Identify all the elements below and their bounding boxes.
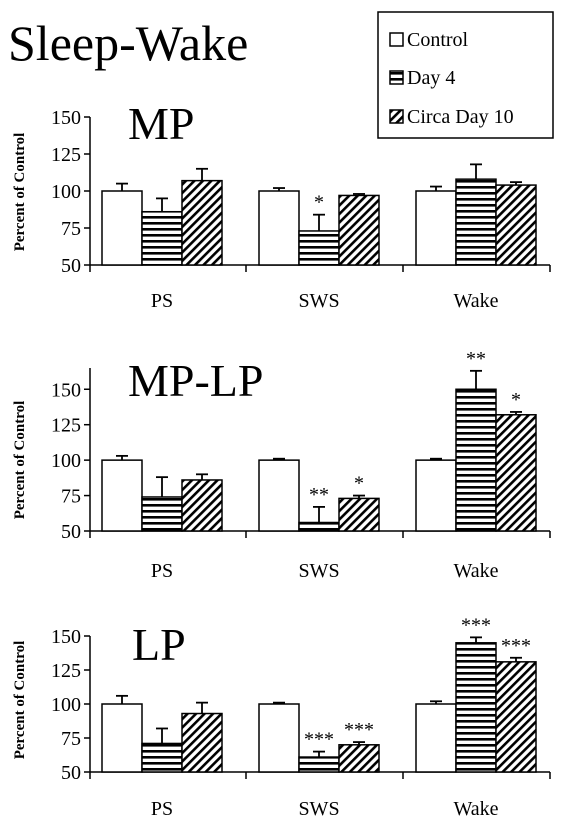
significance-marker: *** (501, 635, 531, 657)
bar-control-wake (415, 190, 457, 266)
figure-title: Sleep-Wake (8, 15, 248, 71)
legend-label-control: Control (407, 29, 469, 51)
panel-title: LP (132, 619, 186, 670)
x-tick-label-ps: PS (151, 560, 173, 582)
bar-day-4-ps (141, 742, 183, 773)
legend-swatch-day-4 (389, 70, 404, 85)
bar-day-4-sws (298, 756, 340, 773)
y-tick-label: 100 (51, 450, 81, 472)
bar-day-4-sws (298, 521, 340, 532)
y-tick-label: 75 (61, 486, 81, 508)
x-tick-label-wake: Wake (453, 560, 498, 582)
chart-panel-lp: LP Percent of Control 50 75 100 125 150 PS SWS Wa… (12, 614, 551, 820)
y-tick-label: 100 (51, 694, 81, 716)
legend-swatch-control (389, 32, 404, 47)
x-tick-label-wake: Wake (453, 290, 498, 312)
legend-item-day-4: Day 4 (389, 67, 455, 89)
bar-control-wake (415, 459, 457, 532)
y-axis-label: Percent of Control (12, 133, 28, 252)
panel-title: MP (128, 98, 194, 149)
x-tick-label-wake: Wake (453, 798, 498, 820)
y-tick-label: 150 (51, 107, 81, 129)
bar-control-ps (101, 703, 143, 773)
bar-control-ps (101, 459, 143, 532)
y-axis-label: Percent of Control (12, 641, 28, 760)
legend-item-circa-day-10: Circa Day 10 (389, 106, 514, 128)
significance-marker: ** (466, 348, 486, 370)
bar-day-4-wake (455, 178, 497, 266)
significance-marker: *** (304, 729, 334, 751)
legend-item-control: Control (389, 29, 469, 51)
bar-control-ps (101, 190, 143, 266)
y-tick-label: 150 (51, 379, 81, 401)
bar-circa-day-10-wake (495, 661, 537, 773)
x-tick-label-ps: PS (151, 798, 173, 820)
bar-circa-day-10-ps (181, 712, 223, 773)
y-tick-label: 125 (51, 144, 81, 166)
bar-day-4-wake (455, 388, 497, 532)
significance-marker: * (354, 473, 364, 495)
bar-circa-day-10-ps (181, 179, 223, 266)
chart-panel-mp: MP Percent of Control 50 75 100 125 150 PS SWS Wa… (12, 98, 551, 312)
y-tick-label: 75 (61, 218, 81, 240)
bar-day-4-ps (141, 210, 183, 266)
x-tick-label-sws: SWS (298, 290, 339, 312)
bar-circa-day-10-sws (338, 744, 380, 773)
bar-day-4-ps (141, 496, 183, 532)
legend: Control Day 4 Circa Day 10 (377, 11, 554, 139)
bar-control-wake (415, 703, 457, 773)
bar-control-sws (258, 459, 300, 532)
y-tick-label: 125 (51, 660, 81, 682)
x-tick-label-ps: PS (151, 290, 173, 312)
y-tick-label: 125 (51, 415, 81, 437)
y-tick-label: 75 (61, 728, 81, 750)
bar-control-sws (258, 190, 300, 266)
bar-control-sws (258, 703, 300, 773)
x-tick-label-sws: SWS (298, 798, 339, 820)
y-tick-label: 50 (61, 521, 81, 543)
bar-circa-day-10-ps (181, 479, 223, 532)
y-tick-label: 100 (51, 181, 81, 203)
significance-marker: * (314, 192, 324, 214)
significance-marker: *** (344, 719, 374, 741)
y-tick-label: 50 (61, 255, 81, 277)
significance-marker: * (511, 389, 521, 411)
significance-marker: ** (309, 484, 329, 506)
y-axis-label: Percent of Control (12, 401, 28, 520)
bar-day-4-wake (455, 642, 497, 773)
bar-day-4-sws (298, 230, 340, 266)
y-tick-label: 150 (51, 626, 81, 648)
legend-label-day-4: Day 4 (407, 67, 455, 89)
bar-circa-day-10-sws (338, 497, 380, 532)
legend-swatch-circa-day-10 (389, 109, 404, 124)
panel-title: MP-LP (128, 355, 263, 406)
bar-circa-day-10-wake (495, 414, 537, 532)
significance-marker: *** (461, 614, 491, 636)
legend-label-circa-day-10: Circa Day 10 (407, 106, 514, 128)
y-tick-label: 50 (61, 762, 81, 784)
x-tick-label-sws: SWS (298, 560, 339, 582)
legend-frame (377, 11, 554, 139)
bar-circa-day-10-wake (495, 184, 537, 266)
bar-circa-day-10-sws (338, 194, 380, 266)
chart-panel-mp-lp: MP-LP Percent of Control 50 75 100 125 150 PS SW… (12, 348, 551, 582)
